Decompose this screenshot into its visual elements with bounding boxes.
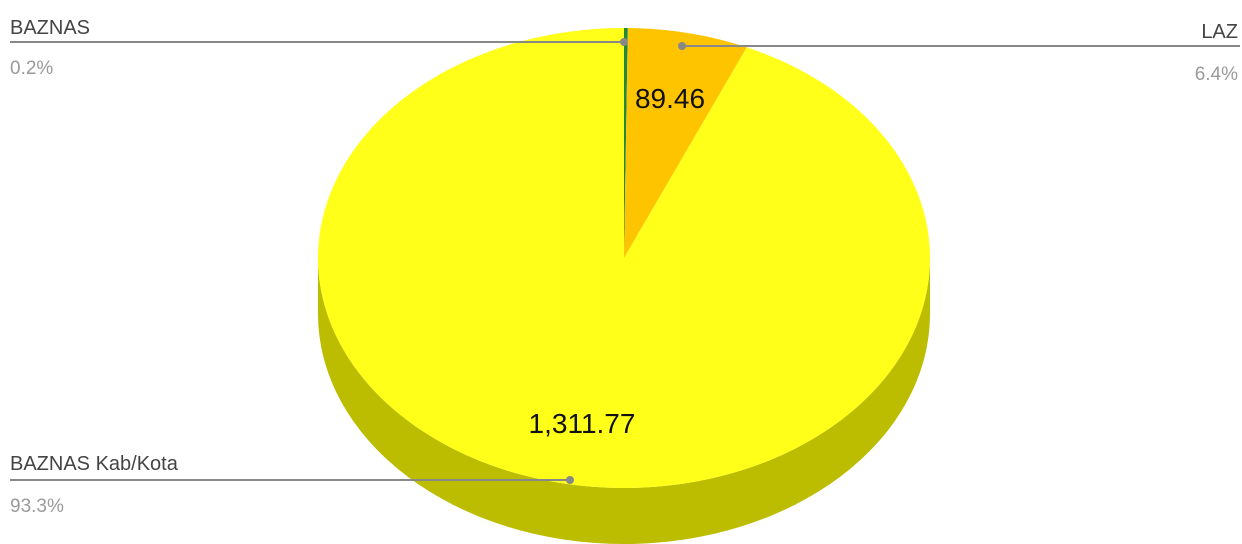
pie-side-baznas-kab-kota bbox=[318, 258, 930, 544]
legend-percent-laz: 6.4% bbox=[1195, 64, 1238, 85]
pie-slice-baznas bbox=[624, 28, 628, 258]
pie-slice-baznas-kab-kota bbox=[317, 28, 930, 488]
legend-percent-baznas: 0.2% bbox=[10, 58, 53, 79]
pie-side-layer bbox=[318, 258, 930, 544]
leader-dot-baznas bbox=[620, 38, 628, 46]
pie-slice-laz bbox=[624, 28, 747, 259]
value-label-baznas-kab-kota: 1,311.77 bbox=[529, 408, 636, 439]
legend-name-laz: LAZ bbox=[1201, 21, 1238, 43]
value-label-laz: 89.46 bbox=[635, 83, 705, 114]
pie-top-layer bbox=[317, 28, 930, 488]
leader-dot-baznas-kab-kota bbox=[566, 476, 574, 484]
legend-percent-baznas-kab-kota: 93.3% bbox=[10, 496, 64, 517]
legend-name-baznas: BAZNAS bbox=[10, 17, 90, 39]
legend-name-baznas-kab-kota: BAZNAS Kab/Kota bbox=[10, 453, 179, 475]
leader-dot-laz bbox=[678, 42, 686, 50]
